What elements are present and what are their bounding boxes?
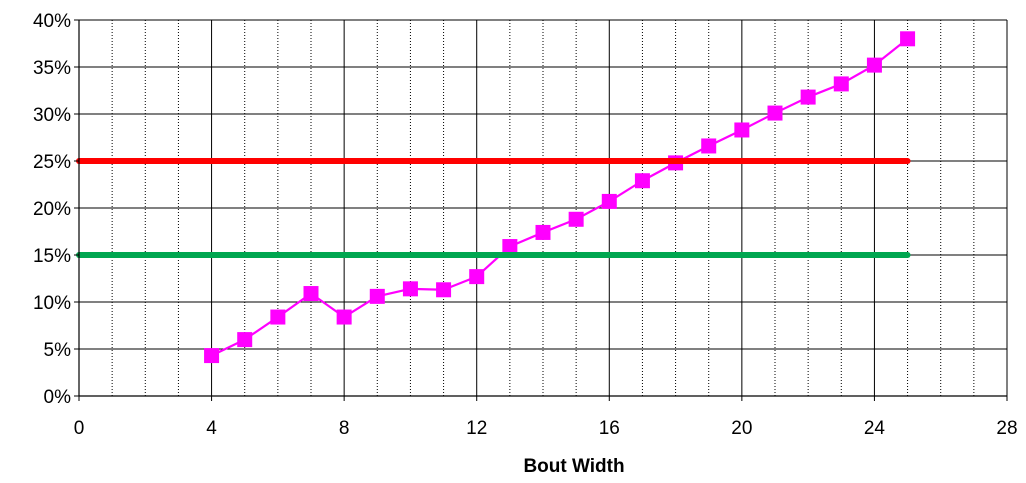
data-point-marker: [336, 309, 352, 325]
y-tick-label: 20%: [33, 199, 71, 220]
x-tick-label: 28: [996, 418, 1017, 439]
y-tick-label: 10%: [33, 293, 71, 314]
y-tick-label: 35%: [33, 58, 71, 79]
series-line-0: [210, 37, 909, 357]
data-point-marker: [402, 281, 418, 297]
x-tick-label: 8: [339, 418, 350, 439]
data-point-marker: [701, 138, 717, 154]
y-tick-label: 0%: [44, 387, 72, 408]
data-point-marker: [866, 57, 882, 73]
x-tick-label: 12: [466, 418, 487, 439]
data-point-marker: [204, 348, 220, 364]
data-point-marker: [369, 288, 385, 304]
tick-labels: 0% 5% 10% 15% 20% 25% 30% 35% 40% 0 4 8 12 16 20 24 28: [33, 11, 1018, 439]
data-point-marker: [303, 286, 319, 302]
data-point-marker: [734, 122, 750, 138]
x-axis-label: Bout Width: [523, 456, 624, 477]
data-point-marker: [535, 224, 551, 240]
data-point-marker: [767, 105, 783, 121]
x-tick-label: 4: [206, 418, 217, 439]
x-tick-label: 24: [864, 418, 886, 439]
axes: [74, 19, 1008, 401]
data-point-marker: [502, 239, 518, 255]
grid-lines: [78, 19, 1008, 397]
data-point-marker: [601, 193, 617, 209]
data-point-marker: [436, 282, 452, 298]
series-layer: [76, 31, 916, 364]
y-tick-label: 40%: [33, 11, 71, 32]
data-point-marker: [833, 76, 849, 92]
x-tick-label: 0: [74, 418, 85, 439]
data-point-marker: [568, 211, 584, 227]
x-tick-label: 20: [731, 418, 752, 439]
data-point-marker: [634, 173, 650, 189]
data-point-marker: [270, 309, 286, 325]
data-point-marker: [800, 89, 816, 105]
y-tick-label: 5%: [44, 340, 72, 361]
y-tick-label: 25%: [33, 152, 71, 173]
y-tick-label: 15%: [33, 246, 71, 267]
data-point-marker: [237, 332, 253, 348]
data-point-marker: [900, 31, 916, 47]
data-point-marker: [469, 269, 485, 285]
y-tick-label: 30%: [33, 105, 71, 126]
x-tick-label: 16: [599, 418, 620, 439]
